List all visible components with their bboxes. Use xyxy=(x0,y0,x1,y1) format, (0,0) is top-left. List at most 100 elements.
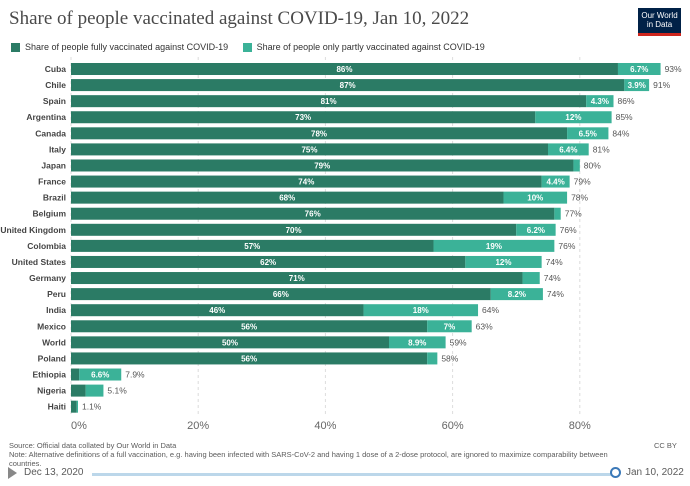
data-label-full: 78% xyxy=(311,129,327,138)
category-label: United Kingdom xyxy=(0,225,66,235)
total-label: 79% xyxy=(574,177,591,187)
source-text: Source: Official data collated by Our Wo… xyxy=(9,441,177,450)
data-label-partial: 12% xyxy=(495,258,511,267)
bar-fully-vaccinated xyxy=(71,272,523,285)
x-tick-label: 40% xyxy=(314,420,336,432)
data-label-full: 76% xyxy=(305,210,321,219)
category-label: World xyxy=(42,337,66,347)
timeline-handle[interactable] xyxy=(610,467,621,478)
category-label: United States xyxy=(12,257,67,267)
timeline-start-label: Dec 13, 2020 xyxy=(24,467,84,478)
bar-partly-vaccinated xyxy=(624,79,650,92)
data-label-full: 73% xyxy=(295,113,311,122)
data-label-partial: 6.2% xyxy=(527,226,545,235)
data-label-partial: 10% xyxy=(527,194,543,203)
bar-partly-vaccinated xyxy=(427,352,438,365)
total-label: 5.1% xyxy=(107,386,127,396)
bar-partly-vaccinated xyxy=(79,368,122,381)
x-tick-label: 0% xyxy=(71,420,87,432)
data-label-full: 62% xyxy=(260,258,276,267)
total-label: 77% xyxy=(565,209,582,219)
data-label-full: 74% xyxy=(298,178,314,187)
bar-fully-vaccinated xyxy=(71,368,80,381)
data-label-partial: 4.3% xyxy=(591,97,609,106)
data-label-full: 79% xyxy=(314,161,330,170)
category-label: Poland xyxy=(38,353,66,363)
license-link[interactable]: CC BY xyxy=(654,441,677,450)
bar-fully-vaccinated xyxy=(71,207,555,220)
bar-fully-vaccinated xyxy=(71,111,536,124)
bar-partly-vaccinated xyxy=(389,336,446,349)
legend-item-full[interactable]: Share of people fully vaccinated against… xyxy=(11,42,228,52)
data-label-full: 75% xyxy=(301,145,317,154)
bar-partly-vaccinated xyxy=(586,95,614,108)
bar-fully-vaccinated xyxy=(71,191,504,204)
data-label-full: 50% xyxy=(222,338,238,347)
category-label: Cuba xyxy=(45,64,67,74)
bar-partly-vaccinated xyxy=(363,304,479,317)
category-label: Canada xyxy=(35,128,66,138)
bar-partly-vaccinated xyxy=(522,272,540,285)
total-label: 80% xyxy=(584,160,601,170)
total-label: 74% xyxy=(544,273,561,283)
data-label-full: 56% xyxy=(241,354,257,363)
total-label: 84% xyxy=(612,128,629,138)
category-label: Haiti xyxy=(48,402,66,412)
bar-partly-vaccinated xyxy=(554,207,561,220)
data-label-full: 46% xyxy=(209,306,225,315)
data-label-partial: 12% xyxy=(565,113,581,122)
total-label: 7.9% xyxy=(125,370,145,380)
category-label: Ethiopia xyxy=(32,370,66,380)
data-label-partial: 6.5% xyxy=(579,129,597,138)
x-tick-label: 80% xyxy=(569,420,591,432)
timeline: Dec 13, 2020 Jan 10, 2022 xyxy=(8,464,684,482)
category-label: Belgium xyxy=(32,209,66,219)
bar-partly-vaccinated xyxy=(548,143,589,156)
data-label-full: 87% xyxy=(340,81,356,90)
total-label: 85% xyxy=(616,112,633,122)
total-label: 91% xyxy=(653,80,670,90)
footer-notes: Source: Official data collated by Our Wo… xyxy=(9,441,609,468)
logo-line-1: Our World xyxy=(641,11,678,20)
bar-fully-vaccinated xyxy=(71,79,625,92)
total-label: 78% xyxy=(571,193,588,203)
category-label: Japan xyxy=(41,160,66,170)
category-label: France xyxy=(38,177,66,187)
bar-partly-vaccinated xyxy=(465,255,542,268)
bar-fully-vaccinated xyxy=(71,143,548,156)
bar-fully-vaccinated xyxy=(71,384,86,397)
legend-item-partial[interactable]: Share of people only partly vaccinated a… xyxy=(242,42,485,52)
note-text: Note: Alternative definitions of a full … xyxy=(9,450,608,468)
legend: Share of people fully vaccinated against… xyxy=(11,42,497,54)
owid-logo[interactable]: Our World in Data xyxy=(638,8,681,36)
data-label-partial: 6.6% xyxy=(91,371,109,380)
play-icon[interactable] xyxy=(8,467,17,479)
bar-fully-vaccinated xyxy=(71,239,434,252)
category-label: Chile xyxy=(45,80,66,90)
bar-fully-vaccinated xyxy=(71,159,574,172)
logo-line-2: in Data xyxy=(646,20,673,29)
data-label-partial: 7% xyxy=(444,322,456,331)
bar-fully-vaccinated xyxy=(71,127,568,140)
total-label: 59% xyxy=(450,337,467,347)
data-label-full: 81% xyxy=(321,97,337,106)
bar-chart: 0% 20% 40% 60% 80% Cuba 86% 6.7% 93% Chile 87% 3.9%… xyxy=(0,57,682,432)
data-label-full: 70% xyxy=(286,226,302,235)
x-tick-label: 60% xyxy=(442,420,464,432)
chart-title: Share of people vaccinated against COVID… xyxy=(9,8,470,29)
timeline-track[interactable] xyxy=(92,473,618,476)
category-label: Nigeria xyxy=(37,386,66,396)
total-label: 63% xyxy=(476,321,493,331)
timeline-end-label: Jan 10, 2022 xyxy=(626,467,684,478)
total-label: 76% xyxy=(558,241,575,251)
total-label: 81% xyxy=(593,144,610,154)
bar-partly-vaccinated xyxy=(567,127,609,140)
bar-partly-vaccinated xyxy=(541,175,570,188)
category-label: Colombia xyxy=(27,241,66,251)
total-label: 58% xyxy=(441,353,458,363)
data-label-partial: 19% xyxy=(486,242,502,251)
bar-partly-vaccinated xyxy=(535,111,612,124)
bar-fully-vaccinated xyxy=(71,288,491,301)
data-label-partial: 8.2% xyxy=(508,290,526,299)
data-label-partial: 18% xyxy=(413,306,429,315)
